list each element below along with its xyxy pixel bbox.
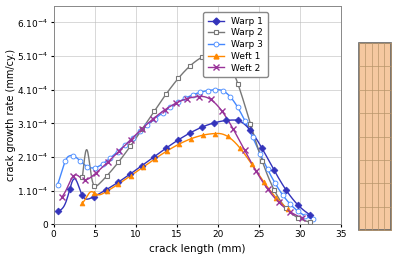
Legend: Warp 1, Warp 2, Warp 3, Weft 1, Weft 2: Warp 1, Warp 2, Warp 3, Weft 1, Weft 2	[204, 12, 268, 77]
Y-axis label: crack growth rate (mm/cy.): crack growth rate (mm/cy.)	[5, 49, 16, 181]
X-axis label: crack length (mm): crack length (mm)	[149, 244, 246, 255]
Bar	[359, 43, 391, 230]
